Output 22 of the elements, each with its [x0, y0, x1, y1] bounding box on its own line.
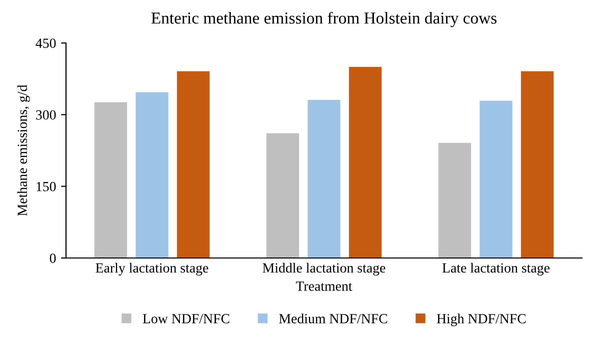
legend-label: High NDF/NFC [436, 314, 526, 326]
y-tick-label: 450 [36, 38, 56, 48]
legend-label: Medium NDF/NFC [279, 314, 388, 324]
chart-title: Enteric methane emission from Holstein dairy cows [151, 12, 496, 28]
bar [266, 133, 300, 258]
bar [438, 142, 472, 258]
y-tick-label: 0 [50, 254, 56, 263]
bar [520, 71, 554, 258]
x-tick-label: Middle lactation stage [262, 262, 386, 276]
bar [94, 102, 128, 258]
y-axis-title: Methane emissions, g/d [17, 84, 30, 216]
x-axis-title: Treatment [296, 282, 352, 291]
bar [308, 100, 340, 258]
bar [480, 100, 512, 258]
x-tick-label: Late lactation stage [442, 262, 550, 276]
legend-label: Low NDF/NFC [142, 314, 230, 324]
bar [348, 66, 382, 258]
x-tick-label: Early lactation stage [96, 262, 208, 276]
y-tick-label: 150 [36, 182, 56, 192]
bar [136, 92, 168, 258]
y-tick-label: 300 [36, 110, 56, 120]
bar [176, 71, 210, 258]
